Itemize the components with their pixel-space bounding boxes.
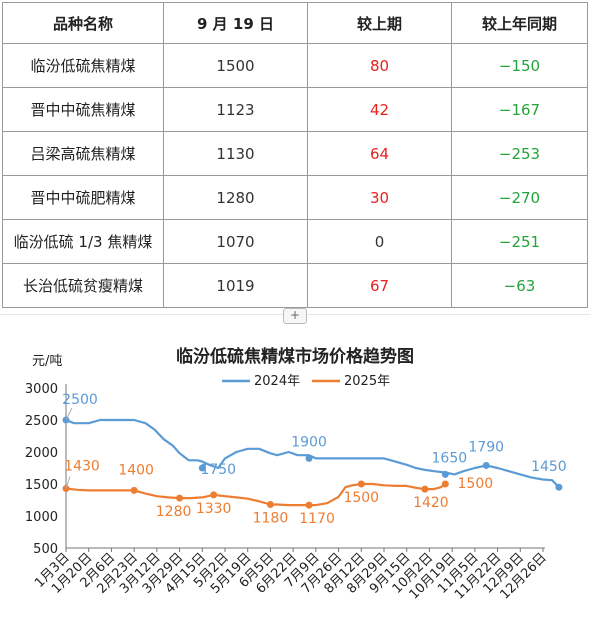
variety-cell: 晋中中硫焦精煤 [2,87,164,132]
vs-year-cell: −253 [451,131,588,176]
y-tick-label: 500 [33,542,58,557]
header-vs-year: 较上年同期 [451,2,588,44]
vs-prev-cell: 0 [307,219,452,264]
y-axis: 500 1000 1500 2000 2500 3000 [25,382,67,557]
table-row: 长治低硫贫瘦精煤 1019 67 −63 [2,263,588,308]
data-marker [176,494,184,502]
data-marker [198,464,206,472]
price-cell: 1130 [163,131,308,176]
vs-year-cell: −251 [451,219,588,264]
data-label: 1650 [432,450,468,466]
table-row: 晋中中硫肥精煤 1280 30 −270 [2,175,588,220]
header-date: 9 月 19 日 [163,2,308,44]
data-label: 1400 [118,462,154,478]
data-label: 1790 [468,439,504,455]
header-variety: 品种名称 [2,2,164,44]
vs-prev-cell: 42 [307,87,452,132]
data-marker [210,491,218,499]
data-label: 1900 [291,434,327,450]
leader-line [65,407,73,421]
data-label: 1280 [156,504,192,520]
data-marker [441,470,449,478]
expand-handle[interactable]: + [283,308,307,324]
vs-year-cell: −167 [451,87,588,132]
chart-legend: 2024年 2025年 [222,374,390,389]
vs-year-cell: −150 [451,43,588,88]
chart-title: 临汾低硫焦精煤市场价格趋势图 [176,346,414,367]
y-tick-label: 2500 [25,414,58,429]
series-line-2024年 [65,418,560,488]
data-marker [130,486,138,494]
data-marker [266,500,274,508]
y-tick-label: 3000 [25,382,58,397]
y-tick-label: 2000 [25,446,58,461]
data-label: 1430 [64,458,100,474]
price-trend-chart: 临汾低硫焦精煤市场价格趋势图 元/吨 2024年 2025年 500 1000 150… [25,346,567,603]
data-marker [305,454,313,462]
vs-prev-cell: 64 [307,131,452,176]
data-label: 1420 [413,495,449,511]
vs-year-cell: −270 [451,175,588,220]
vs-year-cell: −63 [451,263,588,308]
vs-prev-cell: 30 [307,175,452,220]
price-table: 品种名称 9 月 19 日 较上期 较上年同期 临汾低硫焦精煤 1500 80 −15… [2,2,588,308]
legend-label: 2025年 [344,374,390,389]
price-cell: 1019 [163,263,308,308]
data-label: 2500 [62,392,98,408]
y-axis-unit-label: 元/吨 [32,354,62,369]
data-marker [305,501,313,509]
y-tick-label: 1000 [25,510,58,525]
x-axis: 1月3日1月20日2月6日2月23日3月12日3月29日4月15日5月2日5月1… [32,547,550,603]
variety-cell: 长治低硫贫瘦精煤 [2,263,164,308]
variety-cell: 晋中中硫肥精煤 [2,175,164,220]
data-label: 1180 [253,510,289,526]
table-row: 吕梁高硫焦精煤 1130 64 −253 [2,131,588,176]
data-label: 1750 [200,462,236,478]
vs-prev-cell: 80 [307,43,452,88]
table-row: 临汾低硫 1/3 焦精煤 1070 0 −251 [2,219,588,264]
price-cell: 1070 [163,219,308,264]
data-marker [482,461,490,469]
leader-line [65,476,71,489]
data-label: 1450 [531,459,567,475]
table-row: 临汾低硫焦精煤 1500 80 −150 [2,43,588,88]
header-vs-prev: 较上期 [307,2,452,44]
data-marker [441,480,449,488]
price-cell: 1500 [163,43,308,88]
legend-label: 2024年 [254,374,300,389]
data-marker [555,483,563,491]
vs-prev-cell: 67 [307,263,452,308]
data-marker [421,485,429,493]
table-header-row: 品种名称 9 月 19 日 较上期 较上年同期 [2,2,588,44]
data-label: 1500 [458,476,494,492]
series-line-2025年 [65,482,446,507]
variety-cell: 临汾低硫 1/3 焦精煤 [2,219,164,264]
data-label: 1330 [196,501,232,517]
data-label: 1170 [299,511,335,527]
variety-cell: 临汾低硫焦精煤 [2,43,164,88]
price-cell: 1123 [163,87,308,132]
table-row: 晋中中硫焦精煤 1123 42 −167 [2,87,588,132]
data-label: 1500 [343,490,379,506]
price-cell: 1280 [163,175,308,220]
variety-cell: 吕梁高硫焦精煤 [2,131,164,176]
y-tick-label: 1500 [25,478,58,493]
data-marker [357,480,365,488]
